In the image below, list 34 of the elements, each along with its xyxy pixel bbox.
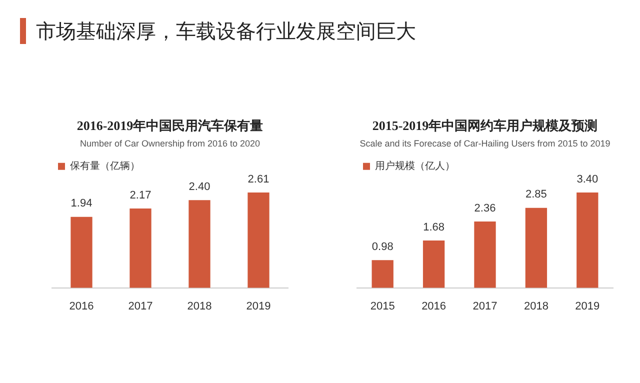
chart-title: 2016-2019年中国民用汽车保有量 xyxy=(76,118,264,134)
x-tick-label: 2017 xyxy=(128,300,153,312)
x-tick-label: 2017 xyxy=(472,300,498,312)
data-label: 2.61 xyxy=(248,173,270,186)
data-label: 2.85 xyxy=(525,188,547,201)
x-tick-label: 2019 xyxy=(246,300,271,312)
chart-subtitle: Number of Car Ownership from 2016 to 2020 xyxy=(80,138,260,148)
data-label: 1.94 xyxy=(70,198,92,210)
x-tick-label: 2019 xyxy=(575,300,600,312)
data-label: 2.40 xyxy=(188,180,210,193)
chart-title: 2015-2019年中国网约车用户规模及预测 xyxy=(372,118,598,134)
bar xyxy=(525,208,548,288)
bar xyxy=(70,216,92,288)
bar xyxy=(188,200,210,288)
bar xyxy=(130,208,152,288)
bar xyxy=(576,192,598,288)
legend-label: 用户规模（亿人） xyxy=(375,160,455,172)
data-label: 3.40 xyxy=(576,173,598,186)
chart-subtitle: Scale and its Forecase of Car-Hailing Users from 2015 to 2019 xyxy=(360,138,610,148)
data-label: 2.17 xyxy=(130,189,152,202)
bar xyxy=(372,260,394,288)
data-label: 0.98 xyxy=(372,240,394,253)
x-tick-label: 2018 xyxy=(187,300,212,312)
x-tick-label: 2015 xyxy=(370,300,395,312)
bar xyxy=(422,240,445,288)
bar xyxy=(474,222,496,288)
data-label: 1.68 xyxy=(423,221,445,234)
data-label: 2.36 xyxy=(474,202,496,214)
x-tick-label: 2018 xyxy=(524,300,548,312)
x-tick-label: 2016 xyxy=(422,300,446,312)
bar xyxy=(248,192,270,288)
text: 市场基础深厚，车载设备行业发展空间巨大 xyxy=(36,20,416,45)
legend-label: 保有量（亿辆） xyxy=(70,160,140,172)
x-tick-label: 2016 xyxy=(69,300,94,312)
